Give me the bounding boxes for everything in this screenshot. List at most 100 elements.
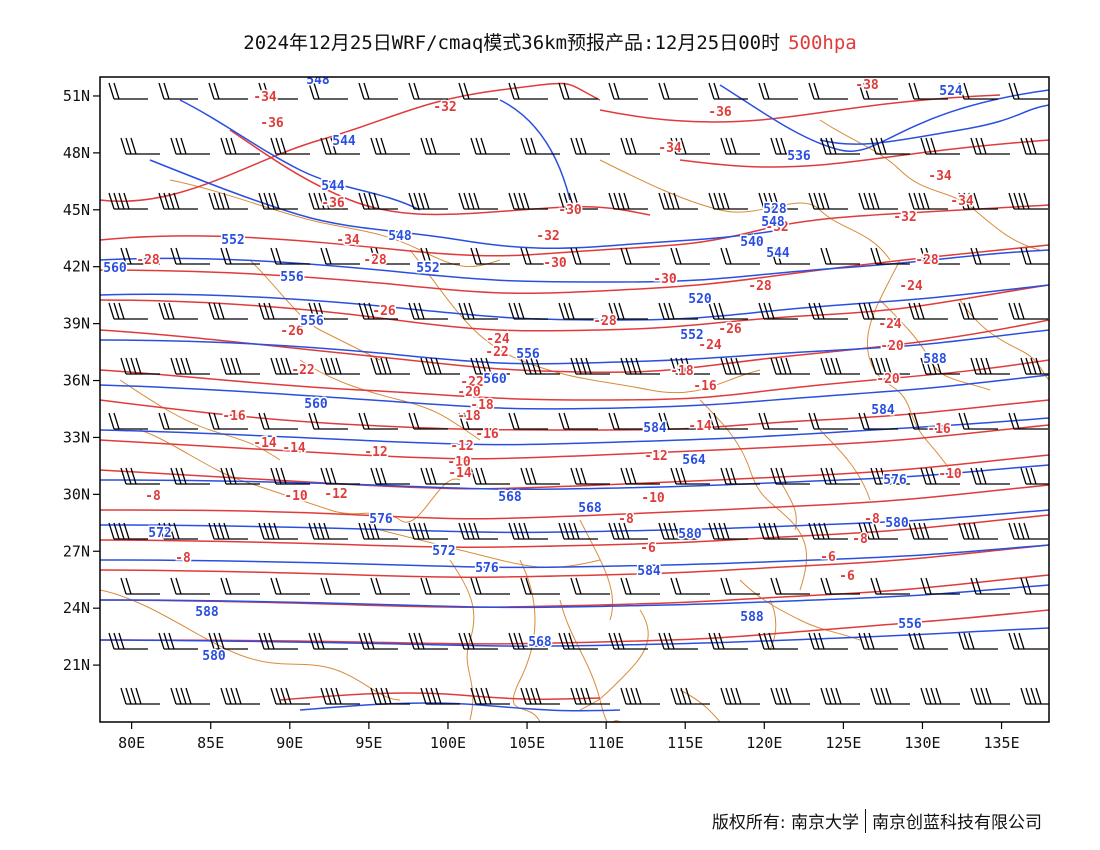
wind-barb xyxy=(558,302,598,320)
wind-barb xyxy=(458,82,498,100)
wind-barb xyxy=(720,247,760,265)
height-label: 544 xyxy=(332,134,356,149)
border-line xyxy=(512,559,541,722)
height-label: 524 xyxy=(939,84,963,99)
height-label: 568 xyxy=(528,635,552,650)
copyright-text: 版权所有: 南京大学 xyxy=(711,813,859,833)
wind-barb xyxy=(258,522,298,540)
temperature-label: -28 xyxy=(363,253,387,268)
wind-barb xyxy=(108,412,148,430)
temperature-label: -16 xyxy=(222,409,246,424)
height-contour-line xyxy=(100,329,1049,365)
temperature-label: -22 xyxy=(460,375,483,390)
temperature-label: -26 xyxy=(372,304,396,319)
wind-barb xyxy=(958,302,998,320)
isotherm-line xyxy=(100,204,1049,257)
temperature-label: -24 xyxy=(698,338,722,353)
wind-barb xyxy=(320,467,360,485)
wind-barb xyxy=(820,247,860,265)
wind-barb xyxy=(770,137,810,155)
height-label: 584 xyxy=(643,421,667,436)
wind-barb xyxy=(808,82,848,100)
wind-barb xyxy=(170,137,210,155)
temperature-label: -8 xyxy=(852,532,868,547)
height-label: 584 xyxy=(637,564,661,579)
height-label: 552 xyxy=(680,328,703,343)
wind-barb xyxy=(658,412,698,430)
wind-barb xyxy=(270,577,310,595)
height-label: 572 xyxy=(148,526,171,541)
wind-barb xyxy=(558,522,598,540)
wind-barb xyxy=(870,247,910,265)
wind-barb xyxy=(170,687,210,705)
border-line xyxy=(599,159,891,261)
height-label: 556 xyxy=(280,270,304,285)
height-label: 568 xyxy=(498,490,522,505)
temperature-label: -28 xyxy=(593,314,617,329)
wind-barb xyxy=(1008,522,1048,540)
wind-barb xyxy=(508,522,548,540)
height-contour-line xyxy=(299,702,621,712)
border-line xyxy=(409,249,761,394)
wind-barb xyxy=(408,632,448,650)
height-label: 536 xyxy=(787,149,811,164)
isotherm-line xyxy=(100,424,1049,460)
temperature-label: -20 xyxy=(876,372,900,387)
wind-barb xyxy=(870,467,910,485)
wind-barb xyxy=(108,302,148,320)
wind-barb xyxy=(158,82,198,100)
height-label: 548 xyxy=(388,229,412,244)
temperature-label: -28 xyxy=(915,253,939,268)
temperature-label: -6 xyxy=(640,541,656,556)
wind-barb xyxy=(908,302,948,320)
wind-barb xyxy=(608,522,648,540)
wind-barb xyxy=(908,522,948,540)
wind-barb xyxy=(470,577,510,595)
wind-barb xyxy=(220,687,260,705)
wind-barb xyxy=(858,302,898,320)
wind-barb xyxy=(870,577,910,595)
wind-barb xyxy=(958,192,998,210)
title-text: 2024年12月25日WRF/cmaq模式36km预报产品:12月25日00时 xyxy=(243,32,781,54)
temperature-label: -32 xyxy=(765,220,788,235)
axis-labels: 80E 85E 90E 95E 100E 105E 110E 115E 120E 125E 130E… xyxy=(63,87,1020,752)
wind-barb xyxy=(658,302,698,320)
wind-barb xyxy=(158,632,198,650)
isotherm-line xyxy=(599,94,1001,123)
border-line xyxy=(119,379,281,461)
wind-barb xyxy=(870,357,910,375)
wind-barb xyxy=(358,522,398,540)
wind-barb xyxy=(570,577,610,595)
wind-barb xyxy=(920,467,960,485)
wind-barb xyxy=(620,467,660,485)
footer-separator xyxy=(865,809,866,833)
wind-barb xyxy=(270,247,310,265)
height-contour-line xyxy=(100,509,1049,534)
temperature-label: -36 xyxy=(321,196,345,211)
temperature-label: -36 xyxy=(708,105,732,120)
wind-barb xyxy=(408,82,448,100)
wind-barb xyxy=(520,247,560,265)
wind-barb xyxy=(970,357,1010,375)
wind-barb xyxy=(770,247,810,265)
lat-tick-label: 36N xyxy=(63,372,90,390)
wind-barb xyxy=(258,412,298,430)
lat-tick-label: 48N xyxy=(63,144,90,162)
wind-barb xyxy=(420,357,460,375)
wind-barb xyxy=(470,357,510,375)
wind-barb xyxy=(158,302,198,320)
wind-barb xyxy=(258,302,298,320)
height-contour-line xyxy=(100,544,1049,569)
wind-barb xyxy=(170,247,210,265)
wind-barb xyxy=(970,577,1010,595)
wind-barb xyxy=(208,412,248,430)
wind-barb xyxy=(358,302,398,320)
wind-barb xyxy=(658,82,698,100)
height-contour-line xyxy=(100,584,1049,609)
wind-barb xyxy=(658,522,698,540)
wind-barb xyxy=(458,632,498,650)
wind-barb xyxy=(1020,137,1049,155)
height-label: 576 xyxy=(883,473,907,488)
height-label: 588 xyxy=(195,605,219,620)
wind-barb xyxy=(220,357,260,375)
